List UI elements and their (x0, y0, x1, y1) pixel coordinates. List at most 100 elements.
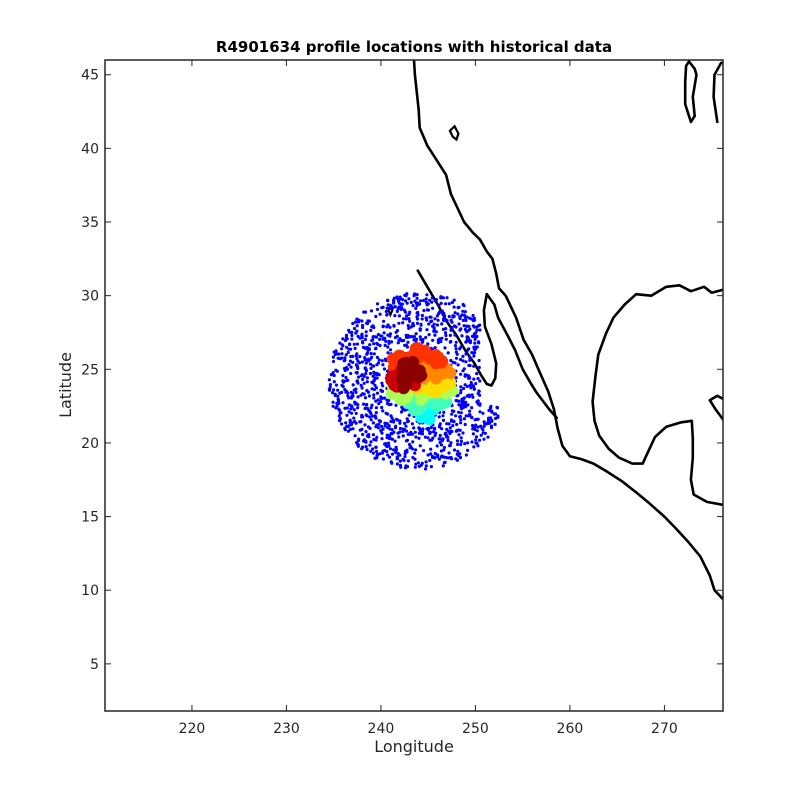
historical-point (375, 307, 380, 311)
historical-point (461, 402, 465, 406)
historical-point (419, 323, 423, 327)
historical-point (363, 423, 367, 427)
historical-point (452, 305, 456, 309)
historical-point (478, 410, 482, 414)
x-tick-label: 260 (557, 721, 584, 737)
historical-point (444, 302, 448, 306)
historical-point (363, 406, 367, 411)
historical-point (465, 384, 469, 389)
historical-point (413, 451, 417, 455)
historical-point (331, 404, 335, 408)
historical-point (436, 318, 440, 322)
historical-point (372, 387, 376, 392)
historical-point (361, 402, 366, 406)
historical-point (411, 456, 415, 460)
historical-point (435, 454, 439, 458)
historical-point (348, 343, 352, 347)
historical-point (476, 340, 481, 344)
historical-point (426, 453, 430, 457)
historical-point (443, 432, 447, 436)
profile-point (419, 344, 432, 357)
historical-point (461, 431, 465, 435)
historical-point (343, 338, 348, 343)
historical-point (402, 428, 407, 432)
historical-point (464, 453, 468, 457)
historical-point (374, 314, 378, 319)
historical-point (437, 311, 441, 316)
historical-point (369, 352, 373, 356)
historical-point (393, 426, 398, 430)
profile-point (400, 356, 413, 369)
historical-point (467, 324, 471, 328)
historical-point (368, 343, 372, 347)
historical-point (476, 425, 480, 429)
historical-point (459, 436, 463, 440)
historical-point (381, 457, 385, 461)
historical-point (370, 325, 374, 329)
historical-point (405, 448, 409, 452)
historical-point (364, 330, 368, 334)
historical-point (386, 412, 390, 416)
historical-point (371, 433, 375, 437)
historical-point (372, 393, 376, 397)
historical-point (360, 340, 365, 344)
historical-point (404, 294, 408, 298)
historical-point (459, 327, 463, 331)
historical-point (371, 447, 375, 451)
historical-point (470, 334, 475, 338)
historical-point (440, 454, 444, 458)
historical-point (474, 345, 478, 349)
historical-point (424, 335, 428, 340)
historical-point (469, 386, 473, 390)
historical-point (407, 297, 411, 301)
historical-point (340, 352, 344, 356)
historical-point (455, 422, 459, 427)
historical-point (394, 450, 398, 454)
historical-point (422, 298, 426, 303)
historical-point (470, 406, 474, 410)
historical-point (354, 354, 358, 358)
historical-point (451, 314, 455, 318)
historical-point (374, 399, 378, 403)
historical-point (403, 421, 407, 425)
historical-point (494, 416, 498, 420)
historical-point (391, 306, 395, 310)
historical-point (465, 335, 469, 339)
historical-point (353, 346, 357, 350)
historical-point (489, 416, 493, 420)
historical-point (351, 360, 355, 364)
historical-point (338, 411, 342, 415)
historical-point (415, 317, 420, 321)
historical-point (445, 435, 449, 439)
historical-point (395, 418, 399, 422)
historical-point (376, 426, 380, 430)
historical-point (361, 415, 365, 419)
historical-point (360, 386, 364, 390)
historical-point (352, 416, 356, 420)
historical-point (462, 386, 466, 391)
historical-point (439, 339, 443, 344)
historical-point (345, 345, 349, 349)
historical-point (368, 426, 372, 430)
historical-point (420, 317, 424, 321)
historical-point (397, 435, 401, 439)
x-tick-label: 230 (273, 721, 300, 737)
historical-point (450, 320, 454, 324)
historical-point (397, 314, 401, 318)
historical-point (454, 347, 458, 351)
historical-point (445, 456, 449, 460)
historical-point (457, 410, 461, 414)
historical-point (338, 341, 342, 345)
historical-point (344, 333, 349, 337)
historical-point (392, 430, 396, 434)
historical-point (470, 440, 474, 444)
historical-point (454, 398, 458, 403)
historical-point (427, 322, 431, 326)
historical-point (398, 453, 402, 457)
historical-point (464, 414, 468, 418)
historical-point (374, 406, 378, 410)
historical-point (365, 380, 369, 384)
historical-point (354, 390, 358, 394)
historical-point (427, 333, 431, 337)
historical-point (414, 435, 418, 439)
